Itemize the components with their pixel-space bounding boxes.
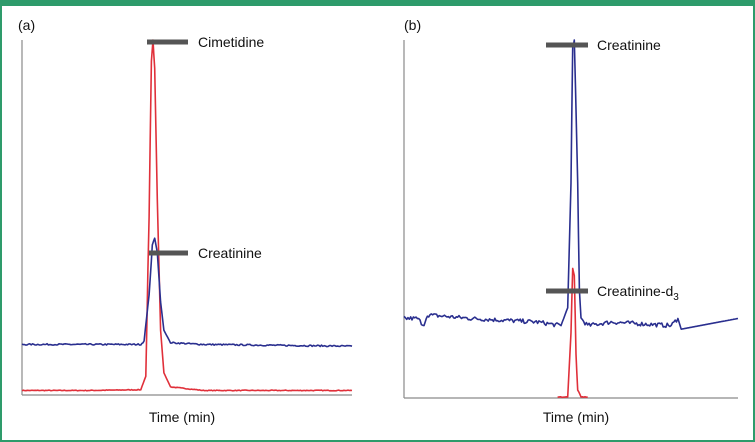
panel-a-plot-area <box>21 39 353 392</box>
panel-b: (b) Time (min) Creatinine Creatinine-d3 <box>403 17 739 425</box>
annotation-creatinine-d3: Creatinine-d3 <box>597 283 679 303</box>
panel-b-plot-area <box>403 39 739 399</box>
panel-b-label: (b) <box>404 17 421 33</box>
trace-a-cimetidine <box>21 39 353 392</box>
trace-b-creatinine-d3 <box>557 267 588 399</box>
annotation-creatinine-d3-text: Creatinine-d <box>597 283 673 299</box>
panel-a: (a) Time (min) Cimetidine Creatinine <box>18 17 353 425</box>
panel-a-x-label: Time (min) <box>149 409 215 425</box>
panel-b-x-label: Time (min) <box>543 409 609 425</box>
annotation-creatinine-b: Creatinine <box>597 37 661 53</box>
annotation-creatinine-a: Creatinine <box>198 245 262 261</box>
annotation-cimetidine: Cimetidine <box>198 34 264 50</box>
trace-a-creatinine <box>21 237 353 348</box>
panel-a-label: (a) <box>18 17 35 33</box>
annotation-creatinine-d3-sub: 3 <box>673 292 679 303</box>
trace-b-creatinine <box>403 39 739 330</box>
